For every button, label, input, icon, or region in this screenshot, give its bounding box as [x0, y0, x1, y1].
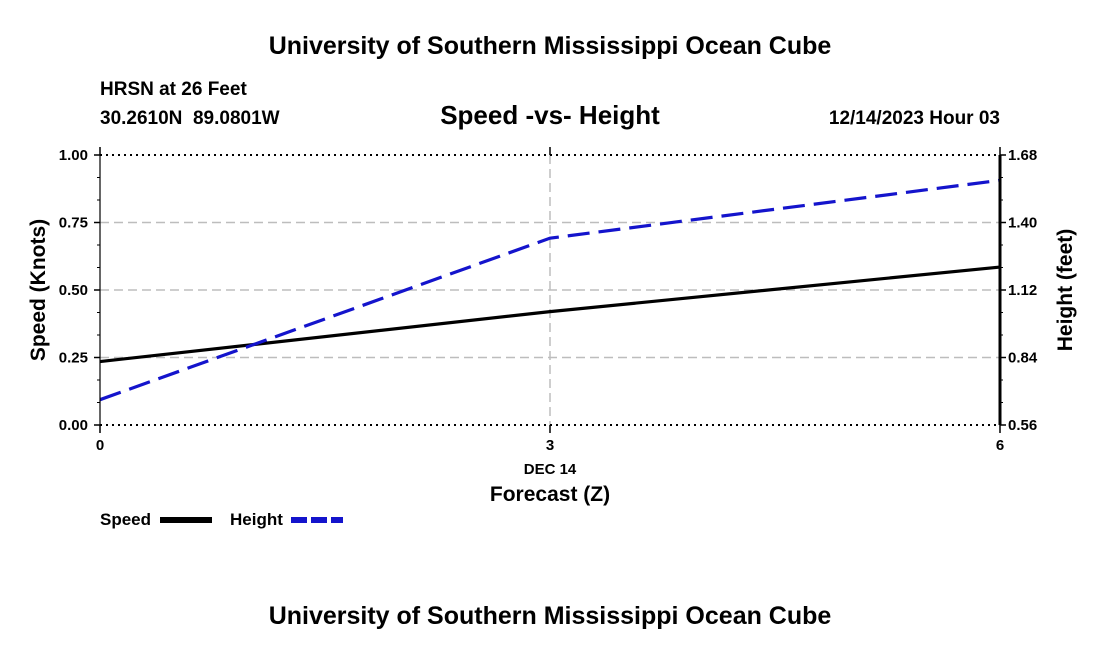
y-tick-label: 0.00	[59, 417, 88, 434]
y2-tick-label: 1.40	[1008, 215, 1037, 232]
y-tick-label: 1.00	[59, 147, 88, 164]
legend-label-speed: Speed	[100, 510, 151, 529]
legend-label-height: Height	[230, 510, 283, 529]
axes	[94, 147, 1006, 433]
tick-labels: 0.00 0.25 0.50 0.75 1.00 0.56 0.84 1.12 1.40 1.68…	[59, 147, 1038, 454]
y-tick-label: 0.75	[59, 215, 88, 232]
y2-tick-label: 1.12	[1008, 282, 1037, 299]
y2-tick-label: 1.68	[1008, 147, 1037, 164]
chart-title: Speed -vs- Height	[440, 100, 660, 130]
grid-lines	[100, 155, 1000, 425]
legend: Speed Height	[100, 510, 343, 529]
series-line-height	[99, 178, 1001, 402]
y2-tick-label: 0.84	[1008, 350, 1038, 367]
x-date-label: DEC 14	[524, 461, 577, 478]
y-tick-label: 0.25	[59, 350, 88, 367]
station-label: HRSN at 26 Feet	[100, 79, 247, 100]
x-tick-label: 0	[96, 437, 104, 454]
y-axis-label: Speed (Knots)	[27, 219, 50, 361]
y-tick-label: 0.50	[59, 282, 88, 299]
footer-title: University of Southern Mississippi Ocean…	[269, 602, 832, 630]
y2-axis-label: Height (feet)	[1054, 229, 1077, 352]
x-axis-label: Forecast (Z)	[490, 483, 610, 506]
datetime-label: 12/14/2023 Hour 03	[829, 108, 1000, 129]
series-lines	[99, 178, 1001, 402]
y2-tick-label: 0.56	[1008, 417, 1037, 434]
x-tick-label: 6	[996, 437, 1004, 454]
x-tick-label: 3	[546, 437, 554, 454]
page-title: University of Southern Mississippi Ocean…	[269, 32, 832, 60]
coordinates-label: 30.2610N 89.0801W	[100, 108, 280, 129]
